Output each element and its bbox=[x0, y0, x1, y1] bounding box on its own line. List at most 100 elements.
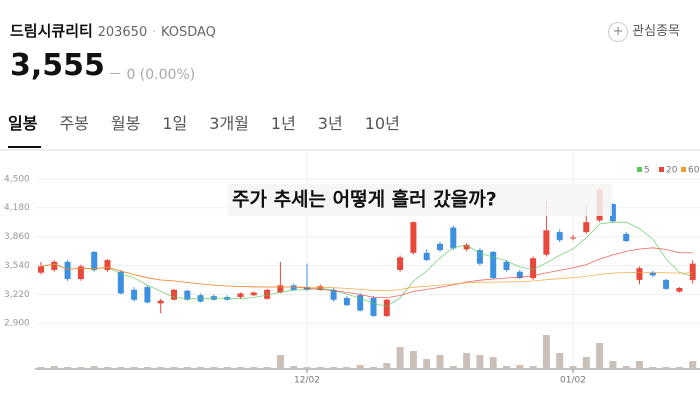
volume-bar bbox=[223, 367, 231, 369]
candle-body bbox=[184, 290, 191, 300]
volume-bar bbox=[449, 366, 457, 369]
period-tab[interactable]: 월봉 bbox=[110, 114, 141, 133]
stock-header: 드림시큐리티 203650 · KOSDAQ bbox=[10, 20, 216, 41]
period-tab[interactable]: 10년 bbox=[364, 114, 400, 133]
volume-bar bbox=[104, 367, 111, 369]
volume-bar bbox=[489, 357, 497, 369]
period-tab[interactable]: 1일 bbox=[162, 114, 188, 133]
volume-bar bbox=[77, 367, 85, 369]
x-tick-label: 12/02 bbox=[294, 376, 320, 386]
volume-bar bbox=[50, 366, 58, 369]
volume-bar bbox=[343, 367, 351, 369]
volume-bar bbox=[436, 355, 444, 369]
plus-icon: + bbox=[608, 22, 629, 42]
volume-bar bbox=[609, 361, 617, 369]
candle-body bbox=[91, 251, 98, 270]
volume-bar bbox=[276, 355, 284, 369]
period-tab[interactable]: 3년 bbox=[317, 114, 343, 133]
volume-bar bbox=[649, 367, 657, 369]
candle-body bbox=[77, 266, 84, 279]
legend-swatch bbox=[659, 167, 664, 172]
candle-body bbox=[237, 293, 244, 298]
watch-button[interactable]: + 관심종목 bbox=[608, 20, 680, 42]
volume-bar bbox=[330, 367, 338, 369]
candle-body bbox=[357, 295, 364, 311]
y-tick-label: 2,900 bbox=[4, 319, 30, 329]
candle-body bbox=[583, 222, 590, 233]
candle-body bbox=[476, 250, 483, 264]
candle-body bbox=[277, 285, 284, 293]
candle-body bbox=[503, 261, 510, 270]
volume-bar bbox=[263, 367, 271, 369]
legend-label: 60 bbox=[688, 166, 700, 176]
volume-bar bbox=[370, 367, 377, 369]
candle-body bbox=[290, 285, 297, 290]
candle-body bbox=[370, 297, 377, 316]
candle-body bbox=[64, 261, 71, 279]
y-tick-label: 3,540 bbox=[4, 261, 30, 271]
volume-bar bbox=[117, 367, 125, 369]
volume-bar bbox=[662, 367, 670, 369]
separator: · bbox=[152, 25, 157, 40]
volume-bar bbox=[675, 367, 683, 369]
volume-bar bbox=[636, 361, 643, 369]
candle-body bbox=[157, 300, 164, 304]
flat-sign: － bbox=[108, 67, 122, 83]
volume-bar bbox=[356, 365, 364, 369]
candle-body bbox=[689, 263, 696, 280]
volume-bar bbox=[556, 353, 564, 369]
candle-body bbox=[463, 244, 470, 250]
watch-label: 관심종목 bbox=[632, 24, 680, 39]
volume-bar bbox=[170, 367, 178, 369]
candle-body bbox=[516, 271, 523, 279]
candle-body bbox=[623, 233, 630, 242]
candle-body bbox=[676, 288, 683, 292]
volume-bar bbox=[303, 367, 311, 369]
volume-bar bbox=[383, 363, 391, 369]
candle-body bbox=[570, 237, 576, 239]
candle-body bbox=[410, 222, 417, 253]
period-tab[interactable]: 일봉 bbox=[8, 114, 38, 133]
candle-body bbox=[530, 258, 537, 279]
period-tabs: 일봉 주봉 월봉 1일 3개월 1년 3년 10년 bbox=[8, 110, 422, 134]
volume-bar bbox=[237, 367, 244, 369]
volume-bar bbox=[157, 367, 165, 369]
volume-bar bbox=[130, 367, 138, 369]
period-tab[interactable]: 1년 bbox=[270, 114, 296, 133]
y-tick-label: 3,860 bbox=[4, 232, 30, 242]
volume-bar bbox=[423, 359, 431, 369]
y-tick-label: 3,220 bbox=[4, 290, 30, 300]
volume-bar bbox=[37, 367, 45, 369]
period-tab[interactable]: 3개월 bbox=[209, 114, 249, 133]
candle-body bbox=[104, 260, 111, 270]
volume-bar bbox=[197, 367, 205, 369]
volume-bar bbox=[569, 366, 577, 369]
volume-bar bbox=[290, 366, 298, 369]
candle-body bbox=[397, 257, 404, 270]
candle-body bbox=[609, 204, 616, 222]
candle-body bbox=[383, 299, 390, 316]
stock-code: 203650 bbox=[97, 25, 148, 40]
annotation: 주가 추세는 어떻게 흘러 갔을까? bbox=[232, 188, 497, 211]
volume-bar bbox=[582, 357, 590, 369]
volume-bar bbox=[64, 367, 72, 369]
volume-bar bbox=[529, 366, 537, 369]
candle-body bbox=[343, 297, 350, 306]
candle-body bbox=[450, 227, 457, 249]
volume-bar bbox=[463, 353, 471, 369]
x-tick-label: 01/02 bbox=[560, 376, 586, 386]
volume-bar bbox=[143, 367, 151, 369]
candle-body bbox=[51, 261, 58, 270]
volume-bar bbox=[210, 367, 218, 369]
volume-bar bbox=[476, 355, 484, 369]
volume-bar bbox=[316, 367, 324, 369]
legend-label: 20 bbox=[666, 166, 678, 176]
candle-body bbox=[144, 287, 151, 303]
candle-body bbox=[250, 292, 257, 296]
volume-bar bbox=[90, 366, 98, 369]
volume-bar bbox=[250, 367, 258, 369]
change: － 0 (0.00%) bbox=[108, 64, 195, 84]
period-tab[interactable]: 주봉 bbox=[59, 114, 89, 133]
